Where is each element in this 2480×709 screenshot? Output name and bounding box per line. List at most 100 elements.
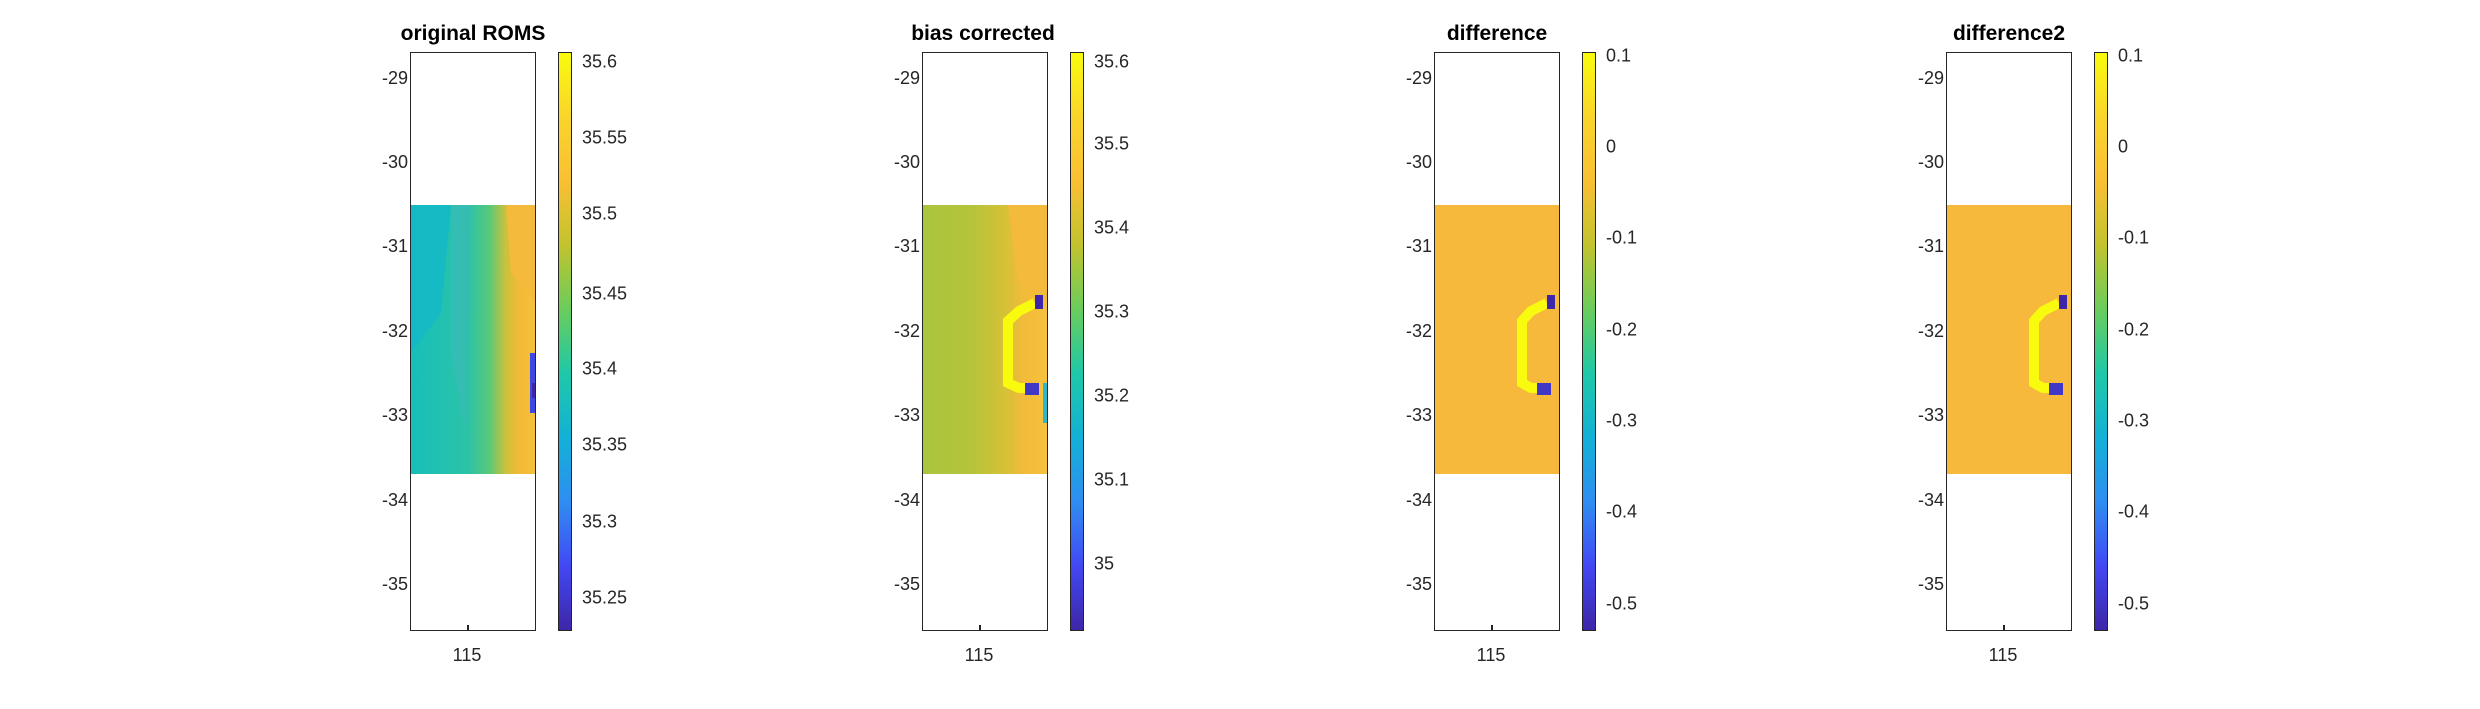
colorbar-tick-label: -0.4 (1606, 501, 1638, 522)
panel-original-roms: original ROMS -29 -30 -31 -32 -33 (260, 0, 780, 709)
x-tick-label: 115 (1988, 645, 2018, 665)
colorbar-tick-label: 35.4 (1094, 217, 1130, 238)
y-tick-label: -35 (1405, 574, 1432, 594)
colorbar-tick-label: -0.1 (2118, 227, 2150, 248)
chart-title: difference (1446, 22, 1548, 45)
heatmap-region (1947, 205, 2071, 474)
heatmap-patch (1043, 383, 1047, 423)
colorbar-tick-label: -0.3 (2118, 410, 2150, 431)
panel-difference: difference -29 -30 -31 -32 -33 -34 -35 1… (1284, 0, 1804, 709)
y-tick-label: -30 (893, 152, 920, 172)
panel-bias-corrected: bias corrected -29 -30 -31 -32 -33 -34 -… (772, 0, 1292, 709)
anomaly-bracket (2029, 298, 2062, 393)
colorbar-tick-label: 35.6 (582, 51, 618, 72)
y-tick-label: -32 (1405, 321, 1432, 341)
y-tick-label: -34 (893, 490, 920, 510)
y-tick-label: -32 (381, 321, 408, 341)
y-tick-label: -33 (1405, 405, 1432, 425)
y-tick-label: -34 (1405, 490, 1432, 510)
chart-title: bias corrected (911, 22, 1055, 45)
y-tick-label: -31 (893, 236, 920, 256)
heatmap-region (1435, 205, 1559, 474)
y-tick-label: -33 (893, 405, 920, 425)
colorbar-tick-label: 35.45 (582, 283, 628, 304)
colorbar (1582, 52, 1596, 631)
y-tick-label: -29 (893, 68, 920, 88)
colorbar-tick-label: -0.2 (2118, 319, 2150, 340)
colorbar (558, 52, 572, 631)
anomaly-bracket (1003, 298, 1038, 393)
heatmap-axes (410, 52, 536, 631)
anomaly-patch (2059, 295, 2067, 309)
colorbar-tick-label: 35.6 (1094, 51, 1130, 72)
anomaly-bracket (1517, 298, 1550, 393)
y-tick-label: -33 (1917, 405, 1944, 425)
heatmap-axes (922, 52, 1048, 631)
x-tick-label: 115 (964, 645, 994, 665)
y-tick-label: -29 (1917, 68, 1944, 88)
y-tick-label: -31 (1405, 236, 1432, 256)
y-tick-label: -34 (1917, 490, 1944, 510)
colorbar-tick-label: 0 (2118, 136, 2129, 157)
heatmap-patch (451, 205, 471, 433)
heatmap-field (1947, 205, 2071, 474)
anomaly-patch (1537, 383, 1551, 395)
colorbar-tick-label: 35.25 (582, 587, 628, 608)
y-tick-label: -30 (1917, 152, 1944, 172)
heatmap-field (411, 205, 535, 474)
colorbar-tick-label: 0.1 (2118, 45, 2144, 66)
x-tick-mark (467, 625, 469, 631)
colorbar-tick-label: -0.5 (2118, 593, 2150, 614)
colorbar-tick-label: -0.1 (1606, 227, 1638, 248)
heatmap-field (923, 205, 1047, 474)
y-tick-label: -32 (893, 321, 920, 341)
heatmap-patch (532, 383, 535, 398)
x-tick-label: 115 (452, 645, 482, 665)
colorbar-tick-label: -0.3 (1606, 410, 1638, 431)
colorbar-tick-label: 35 (1094, 553, 1115, 574)
y-tick-label: -33 (381, 405, 408, 425)
chart-title: original ROMS (400, 22, 546, 45)
colorbar-tick-label: 35.55 (582, 127, 628, 148)
y-tick-label: -31 (1917, 236, 1944, 256)
anomaly-patch (2049, 383, 2063, 395)
y-tick-label: -32 (1917, 321, 1944, 341)
heatmap-patch (1008, 205, 1047, 302)
colorbar-tick-label: 35.4 (582, 358, 618, 379)
y-tick-label: -31 (381, 236, 408, 256)
colorbar (2094, 52, 2108, 631)
y-tick-label: -30 (1405, 152, 1432, 172)
heatmap-patch (506, 205, 535, 301)
colorbar-tick-label: -0.5 (1606, 593, 1638, 614)
x-tick-mark (2003, 625, 2005, 631)
heatmap-axes (1434, 52, 1560, 631)
heatmap-patch (411, 205, 451, 353)
anomaly-patch (1035, 295, 1043, 309)
colorbar-tick-label: -0.4 (2118, 501, 2150, 522)
anomaly-patch (1025, 383, 1039, 395)
colorbar-tick-label: 35.3 (582, 511, 618, 532)
y-tick-label: -29 (1405, 68, 1432, 88)
colorbar-tick-label: 35.1 (1094, 469, 1130, 490)
colorbar-tick-label: -0.2 (1606, 319, 1638, 340)
colorbar-tick-label: 0.1 (1606, 45, 1632, 66)
y-tick-label: -35 (893, 574, 920, 594)
y-tick-label: -29 (381, 68, 408, 88)
heatmap-axes (1946, 52, 2072, 631)
colorbar-tick-label: 35.2 (1094, 385, 1130, 406)
panel-difference2: difference2 -29 -30 -31 -32 -33 -34 -35 … (1796, 0, 2316, 709)
anomaly-patch (1547, 295, 1555, 309)
colorbar-tick-label: 35.5 (1094, 133, 1130, 154)
x-tick-label: 115 (1476, 645, 1506, 665)
colorbar-tick-label: 35.3 (1094, 301, 1130, 322)
colorbar-tick-label: 35.35 (582, 434, 628, 455)
heatmap-field (1435, 205, 1559, 474)
colorbar-tick-label: 0 (1606, 136, 1617, 157)
y-tick-label: -35 (381, 574, 408, 594)
y-tick-label: -34 (381, 490, 408, 510)
y-tick-label: -30 (381, 152, 408, 172)
x-tick-mark (979, 625, 981, 631)
chart-title: difference2 (1952, 22, 2066, 45)
x-tick-mark (1491, 625, 1493, 631)
colorbar-tick-label: 35.5 (582, 203, 618, 224)
